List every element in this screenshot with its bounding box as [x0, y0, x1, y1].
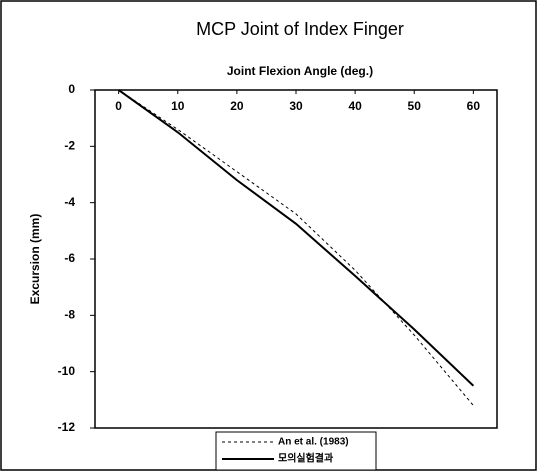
- x-tick-label: 20: [230, 99, 244, 113]
- plot-area: [94, 89, 498, 429]
- y-tick-label: -4: [64, 195, 75, 209]
- legend-box: [215, 431, 377, 471]
- legend-label: 모의실험결과: [278, 452, 334, 465]
- y-tick-label: 0: [68, 82, 75, 96]
- y-tick-label: -10: [58, 364, 76, 378]
- x-tick-label: 60: [467, 99, 481, 113]
- x-tick-label: 50: [408, 99, 422, 113]
- x-tick-label: 40: [348, 99, 362, 113]
- y-tick-label: -12: [58, 420, 76, 434]
- chart-title: MCP Joint of Index Finger: [196, 19, 404, 39]
- x-axis-label: Joint Flexion Angle (deg.): [227, 64, 373, 78]
- y-tick-label: -8: [64, 308, 75, 322]
- y-axis-label: Excursion (mm): [28, 214, 42, 305]
- series-line: [118, 89, 475, 387]
- x-tick-label: 0: [115, 99, 122, 113]
- y-tick-label: -2: [64, 139, 75, 153]
- x-tick-label: 10: [171, 99, 185, 113]
- y-tick-label: -6: [64, 251, 75, 265]
- series-line: [118, 89, 474, 406]
- legend-label: An et al. (1983): [278, 437, 349, 448]
- x-tick-label: 30: [289, 99, 303, 113]
